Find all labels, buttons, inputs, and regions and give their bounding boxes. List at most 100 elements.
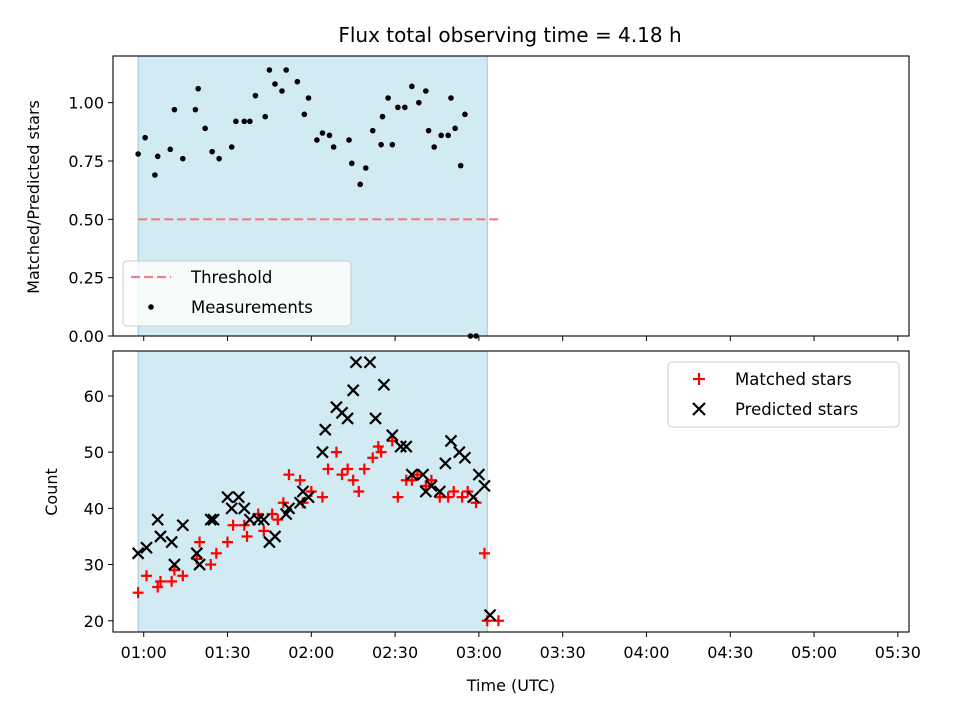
legend-matched-label: Matched stars [735, 370, 852, 389]
matched-star-marker [336, 469, 348, 481]
measurement-point [228, 144, 235, 150]
bottom-legend-box [667, 361, 900, 428]
measurement-point [301, 111, 308, 118]
matched-star-marker [456, 491, 468, 503]
matched-star-marker [205, 559, 217, 571]
bottom-y-tick-label: 30 [84, 556, 104, 575]
measurement-point [409, 83, 415, 90]
x-tick-label: 02:30 [372, 643, 418, 662]
predicted-star-marker [193, 558, 206, 571]
predicted-star-marker [257, 513, 271, 526]
predicted-star-marker [416, 468, 430, 481]
matched-star-marker [132, 587, 144, 599]
measurement-point [247, 118, 253, 125]
measurement-point [195, 85, 201, 92]
matched-star-marker [478, 547, 490, 559]
measurement-point [385, 95, 391, 101]
predicted-star-marker [439, 457, 452, 470]
predicted-star-marker [341, 412, 354, 425]
predicted-star-marker [483, 608, 497, 622]
measurement-point [152, 172, 158, 178]
bottom-y-axis-ticks: 20 30 40 50 60 [84, 387, 113, 631]
measurement-point [154, 153, 161, 160]
measurement-point [378, 141, 384, 148]
predicted-star-marker [363, 355, 377, 369]
predicted-star-marker [282, 502, 296, 515]
predicted-star-marker [293, 496, 307, 510]
measurement-point [241, 118, 248, 125]
predicted-star-marker [225, 502, 238, 515]
predicted-star-marker [221, 490, 234, 504]
matched-star-marker [353, 486, 365, 497]
predicted-star-marker [472, 468, 486, 481]
matched-star-marker [392, 491, 404, 503]
x-tick-label: 04:00 [623, 643, 669, 662]
matched-star-marker [372, 441, 384, 453]
measurement-point [431, 144, 437, 150]
measurement-point [142, 134, 148, 141]
measurement-point [294, 78, 301, 85]
measurement-points [135, 67, 479, 339]
predicted-star-marker [204, 513, 218, 526]
predicted-star-marker [399, 440, 413, 453]
predicted-star-marker [394, 440, 407, 453]
matched-star-marker [375, 446, 387, 458]
predicted-star-marker [207, 513, 220, 526]
legend-measurements-swatch [148, 304, 154, 310]
measurement-point [233, 118, 239, 125]
matched-star-marker [367, 452, 379, 464]
bottom-x-axis-ticks: 01:00 01:30 02:00 02:30 03:00 03:30 04:00 04:30… [121, 632, 921, 662]
x-tick-label: 05:30 [875, 643, 921, 662]
predicted-star-marker [478, 479, 491, 493]
measurement-point [305, 95, 312, 101]
x-tick-label: 01:30 [204, 643, 250, 662]
top-y-tick-label: 0.25 [68, 269, 104, 288]
measurement-point [135, 151, 141, 157]
matched-star-marker [277, 497, 289, 509]
matched-star-marker [322, 463, 334, 475]
predicted-star-marker [165, 535, 178, 549]
top-y-axis-label: Matched/Predicted stars [24, 100, 43, 294]
x-tick-label: 04:30 [707, 643, 753, 662]
measurement-point [252, 92, 259, 99]
matched-star-marker [168, 564, 180, 576]
measurement-point [438, 132, 444, 139]
measurement-point [202, 125, 208, 132]
predicted-star-marker [346, 384, 360, 397]
measurement-point [357, 181, 363, 188]
predicted-star-marker [433, 485, 447, 498]
top-y-tick-label: 1.00 [68, 94, 104, 113]
matched-star-marker [258, 525, 270, 537]
x-tick-label: 03:00 [456, 643, 502, 662]
predicted-star-marker [316, 445, 329, 459]
top-y-axis-ticks: 0.00 0.25 0.50 0.75 1.00 [68, 94, 113, 346]
predicted-star-marker [467, 490, 480, 504]
legend-predicted-label: Predicted stars [735, 400, 858, 419]
bottom-y-axis-label: Count [42, 468, 61, 516]
matched-star-marker [210, 547, 222, 559]
predicted-star-marker [140, 541, 153, 554]
measurement-point [452, 125, 458, 132]
measurement-point [272, 81, 278, 87]
matched-star-marker [342, 463, 354, 475]
legend-measurements-label: Measurements [191, 298, 313, 317]
legend-predicted-swatch [692, 402, 706, 416]
x-tick-label: 05:00 [791, 643, 837, 662]
predicted-star-marker [176, 518, 190, 532]
measurement-point [346, 137, 352, 143]
measurement-point [262, 113, 269, 120]
predicted-star-marker [318, 423, 332, 436]
x-tick-label: 02:00 [288, 643, 334, 662]
matched-star-marker [411, 469, 423, 481]
bottom-y-tick-label: 40 [84, 499, 104, 518]
x-tick-label: 03:30 [540, 643, 586, 662]
predicted-star-marker [444, 434, 458, 448]
matched-star-marker [330, 446, 342, 458]
matched-star-marker [227, 519, 239, 531]
measurement-point [283, 67, 289, 73]
matched-star-marker [462, 486, 474, 497]
matched-star-marker [241, 530, 253, 542]
matched-star-marker [141, 570, 153, 582]
matched-star-marker [194, 536, 206, 548]
matched-star-marker [177, 570, 189, 582]
